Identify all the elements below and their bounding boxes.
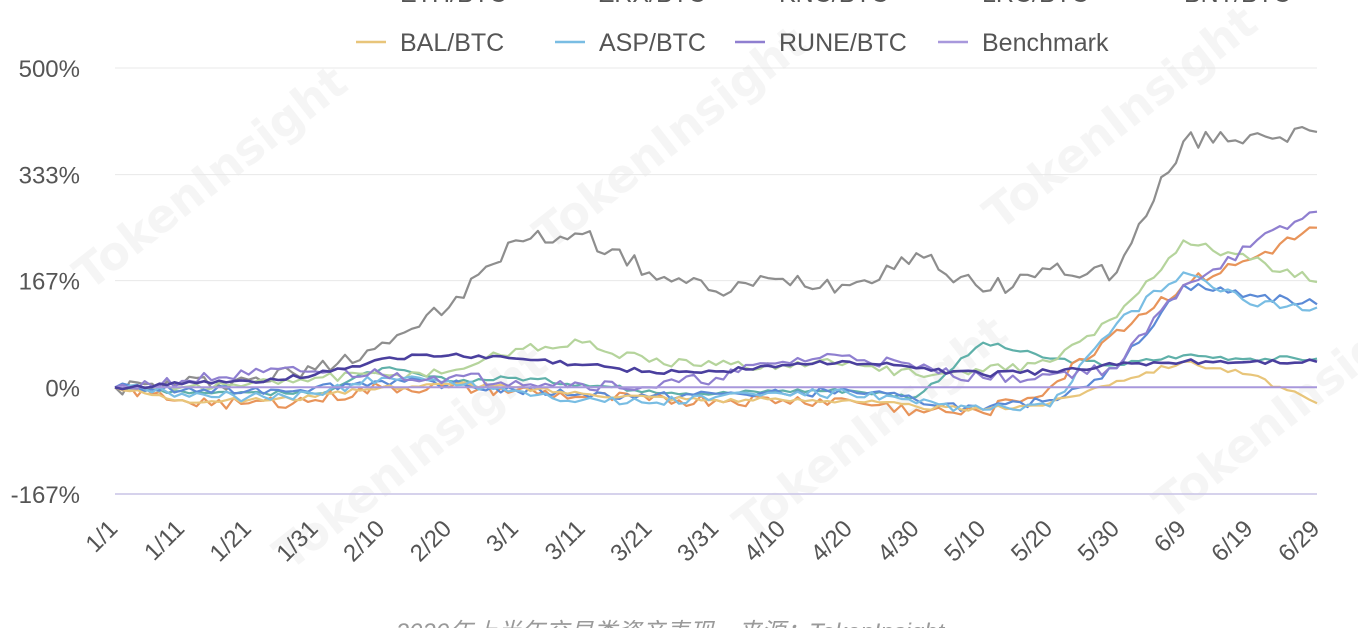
legend-item-bnt-btc[interactable]: BNT/BTC: [1140, 0, 1291, 8]
legend: ETH/BTC ZRX/BTC KNC/BTC LRC/BTC BNT/BTC BAL/B…: [356, 0, 1291, 57]
legend-label: BNT/BTC: [1184, 0, 1291, 8]
y-tick-label: -167%: [11, 482, 80, 509]
legend-label: ASP/BTC: [599, 29, 706, 57]
legend-label: ZRX/BTC: [599, 0, 706, 8]
legend-label: Benchmark: [982, 29, 1109, 57]
legend-item-lrc-btc[interactable]: LRC/BTC: [938, 0, 1089, 8]
series-line-bal-btc: [114, 360, 1318, 412]
legend-item-bal-btc[interactable]: BAL/BTC: [356, 29, 504, 57]
x-tick-label: 1/1: [81, 515, 124, 558]
series-line-unlabeled: [114, 352, 1318, 391]
legend-item-knc-btc[interactable]: KNC/BTC: [735, 0, 889, 8]
x-tick-label: 2/20: [405, 515, 457, 567]
x-tick-label: 3/11: [540, 515, 591, 566]
legend-item-rune-btc[interactable]: RUNE/BTC: [735, 29, 907, 57]
series-line-lrc-btc: [114, 239, 1318, 393]
series-line-rune-btc: [114, 210, 1318, 392]
series-line-bnt-btc: [114, 282, 1318, 412]
x-tick-label: 4/20: [806, 515, 858, 567]
watermark-text-5: TokenInsight: [723, 304, 1017, 550]
x-tick-label: 5/10: [939, 515, 991, 567]
series-line-eth-btc: [114, 125, 1318, 396]
y-tick-label: 0%: [45, 375, 80, 402]
legend-item-benchmark[interactable]: Benchmark: [938, 29, 1109, 57]
legend-label: BAL/BTC: [400, 29, 504, 57]
legend-label: RUNE/BTC: [779, 29, 907, 57]
legend-item-eth-btc[interactable]: ETH/BTC: [356, 0, 507, 8]
legend-label: ETH/BTC: [400, 0, 507, 8]
series-lines: [114, 125, 1318, 417]
y-tick-label: 333%: [19, 163, 80, 190]
x-tick-label: 1/21: [205, 515, 257, 567]
x-tick-label: 3/31: [672, 515, 724, 567]
legend-item-asp-btc[interactable]: ASP/BTC: [555, 29, 706, 57]
x-tick-label: 5/20: [1006, 515, 1058, 567]
y-axis: 500% 333% 167% 0% -167%: [11, 56, 80, 509]
x-tick-label: 6/19: [1206, 515, 1258, 567]
x-tick-label: 5/30: [1073, 515, 1125, 567]
chart-caption: 2020年上半年交易类资产表现，来源：TokenInsight: [395, 619, 946, 628]
x-tick-label: 1/11: [139, 515, 190, 566]
y-tick-label: 167%: [19, 269, 80, 296]
watermark-text-1: TokenInsight: [63, 54, 357, 300]
x-tick-label: 3/21: [605, 515, 657, 567]
legend-item-zrx-btc[interactable]: ZRX/BTC: [555, 0, 706, 8]
x-tick-label: 3/1: [481, 515, 524, 558]
series-line-asp-btc: [114, 271, 1318, 412]
x-tick-label: 4/30: [872, 515, 924, 567]
x-tick-label: 6/29: [1273, 515, 1325, 567]
legend-label: KNC/BTC: [779, 0, 889, 8]
legend-label: LRC/BTC: [982, 0, 1089, 8]
y-tick-label: 500%: [19, 56, 80, 83]
